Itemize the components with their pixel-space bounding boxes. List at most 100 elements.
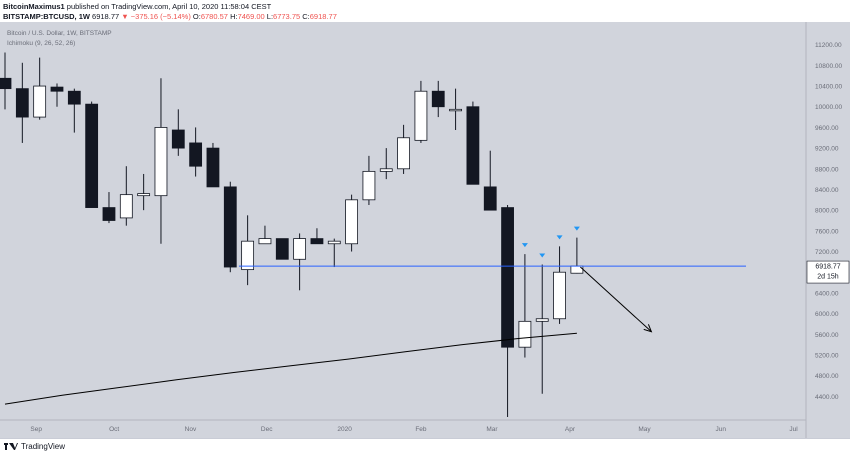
projection-arrow-head xyxy=(643,324,653,333)
close-value: 6918.77 xyxy=(309,12,337,21)
time-tick-label: Oct xyxy=(109,426,119,433)
high-value: 7469.00 xyxy=(237,12,265,21)
time-tick-label: Feb xyxy=(415,426,427,433)
moving-average-line xyxy=(4,332,577,405)
price-axis-background[interactable] xyxy=(806,22,850,438)
candle xyxy=(483,150,497,211)
candle-body xyxy=(414,90,428,141)
candle-body xyxy=(241,240,255,271)
open-label: O: xyxy=(192,12,201,21)
bar-countdown: 2d 15h xyxy=(817,274,839,281)
candle xyxy=(553,246,566,324)
price-tick-label: 7600.00 xyxy=(815,228,839,235)
time-tick-label: Apr xyxy=(565,426,576,433)
time-tick-label: Jun xyxy=(715,426,726,433)
candle-body xyxy=(223,186,237,268)
close-label: C: xyxy=(302,12,310,21)
price-tick-label: 8800.00 xyxy=(815,166,839,173)
candle xyxy=(85,101,99,208)
price-tick-label: 6400.00 xyxy=(815,290,839,297)
candle xyxy=(431,80,445,118)
candle-body xyxy=(327,240,341,245)
price-tick-label: 10400.00 xyxy=(815,84,842,91)
indicator-legend: Ichimoku (9, 26, 52, 26) xyxy=(7,40,75,47)
symbol-info: BITSTAMP:BTCUSD, 1W 6918.77 ▼ −375.16 (−… xyxy=(3,12,337,21)
candle xyxy=(119,166,133,226)
candle-body xyxy=(85,103,99,208)
publish-info: BitcoinMaximus1 published on TradingView… xyxy=(3,2,271,11)
price-tick-label: 10800.00 xyxy=(815,63,842,70)
time-axis-background[interactable] xyxy=(0,420,806,438)
chart-area[interactable]: Bitcoin / U.S. Dollar, 1W, BITSTAMP Ichi… xyxy=(0,22,850,438)
footer: TradingView xyxy=(0,438,850,456)
candle-body xyxy=(119,194,133,219)
author-name[interactable]: BitcoinMaximus1 xyxy=(3,2,65,11)
time-tick-label: May xyxy=(638,426,651,433)
candle-body xyxy=(362,170,376,201)
pattern-marker xyxy=(573,226,580,231)
price-tick-label: 10000.00 xyxy=(815,104,842,111)
candle xyxy=(362,155,376,205)
low-label: L: xyxy=(266,12,274,21)
candle xyxy=(67,88,81,133)
candle-body xyxy=(50,86,64,92)
candle-body xyxy=(137,193,151,197)
pattern-marker xyxy=(556,235,563,240)
candle-body xyxy=(154,127,168,197)
candle-body xyxy=(310,238,324,245)
candle xyxy=(397,124,410,174)
candle xyxy=(102,192,116,224)
candle-body xyxy=(33,85,47,118)
candle xyxy=(518,254,532,358)
candle-body xyxy=(189,142,203,167)
candle-body xyxy=(258,238,272,245)
price-tick-label: 11200.00 xyxy=(815,42,842,49)
price-tick-label: 7200.00 xyxy=(815,249,839,256)
open-value: 6780.57 xyxy=(200,12,228,21)
candle xyxy=(466,101,480,185)
candle xyxy=(293,233,307,291)
price-tick-label: 8000.00 xyxy=(815,208,839,215)
candle-body xyxy=(15,88,29,118)
candle xyxy=(275,238,289,260)
time-tick-label: Mar xyxy=(486,426,498,433)
candle xyxy=(379,148,393,180)
candle-body xyxy=(466,106,480,185)
candle xyxy=(189,127,203,177)
time-tick-label: 2020 xyxy=(337,426,352,433)
candle xyxy=(414,80,428,143)
candle xyxy=(137,173,151,211)
candle-body xyxy=(535,318,549,322)
candle-body xyxy=(171,129,185,149)
candle-body xyxy=(345,199,359,245)
candle xyxy=(0,52,12,110)
price-tick-label: 9600.00 xyxy=(815,125,839,132)
candle xyxy=(327,238,341,268)
candle-body xyxy=(275,238,289,260)
price-tick-label: 5600.00 xyxy=(815,332,839,339)
price-chart[interactable]: Bitcoin / U.S. Dollar, 1W, BITSTAMP Ichi… xyxy=(0,22,850,438)
plot-background[interactable] xyxy=(0,22,806,420)
low-value: 6773.75 xyxy=(273,12,301,21)
tradingview-brand: TradingView xyxy=(21,441,66,451)
last-price-tag-value: 6918.77 xyxy=(815,264,840,271)
candle-body xyxy=(501,207,514,348)
candle-body xyxy=(483,186,497,211)
candle-body xyxy=(397,137,410,170)
candle xyxy=(310,228,324,245)
tradingview-logo[interactable]: TradingView xyxy=(4,441,65,451)
price-tick-label: 4800.00 xyxy=(815,373,839,380)
time-tick-label: Dec xyxy=(261,426,273,433)
published-text: published on TradingView.com, April 10, … xyxy=(66,2,272,11)
candle-body xyxy=(518,320,532,348)
last-price-tag: 6918.77 2d 15h xyxy=(806,260,850,284)
high-label: H: xyxy=(230,12,238,21)
candle-body xyxy=(102,207,116,221)
candle-body xyxy=(379,168,393,172)
tradingview-logo-icon xyxy=(4,443,18,450)
candle-body xyxy=(431,90,445,108)
price-tick-label: 8400.00 xyxy=(815,187,839,194)
candle xyxy=(501,204,514,417)
candle xyxy=(15,62,29,143)
time-tick-label: Sep xyxy=(30,426,42,433)
